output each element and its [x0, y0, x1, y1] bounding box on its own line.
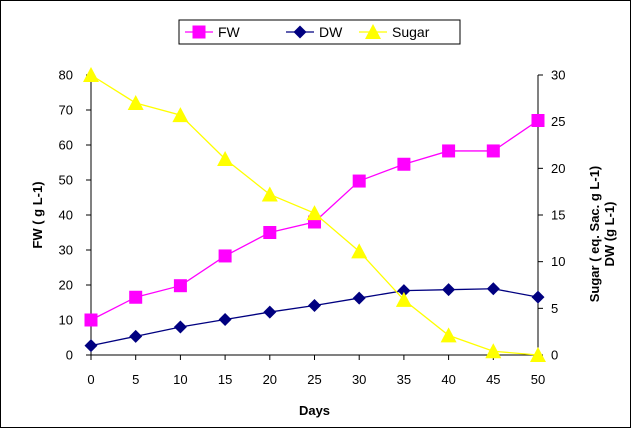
right-y-tick-label: 20 — [551, 161, 565, 176]
data-point-fw — [486, 144, 500, 158]
left-y-tick-label: 50 — [59, 173, 73, 188]
left-y-tick-label: 70 — [59, 103, 73, 118]
data-point-fw — [263, 226, 277, 239]
data-point-fw — [129, 290, 143, 304]
right-y-tick-label: 10 — [551, 254, 565, 269]
legend-box — [178, 19, 461, 45]
left-y-tick-label: 0 — [66, 348, 73, 363]
right-y-tick-label: 25 — [551, 114, 565, 129]
right-y-tick-label: 0 — [551, 348, 558, 363]
data-point-dw — [263, 305, 277, 319]
x-tick-label: 40 — [441, 372, 455, 387]
data-point-sugar — [83, 67, 99, 82]
x-tick-label: 45 — [486, 372, 500, 387]
x-tick-label: 10 — [173, 372, 187, 387]
x-tick-label: 0 — [87, 372, 94, 387]
x-tick-label: 20 — [263, 372, 277, 387]
data-point-fw — [84, 313, 98, 327]
right-y-tick-label: 30 — [551, 68, 565, 83]
data-point-dw — [218, 313, 232, 327]
data-point-fw — [218, 249, 232, 263]
legend-label-dw: DW — [319, 24, 343, 40]
x-axis-title: Days — [299, 403, 330, 418]
right-y-axis-title-sugar: Sugar ( eq. Sac. g L-1) — [587, 166, 602, 303]
left-y-tick-label: 60 — [59, 138, 73, 153]
x-tick-label: 25 — [307, 372, 321, 387]
data-point-fw — [352, 174, 366, 188]
data-point-sugar — [530, 347, 546, 362]
data-point-dw — [486, 282, 500, 296]
x-tick-label: 50 — [531, 372, 545, 387]
data-point-fw — [397, 157, 411, 171]
right-y-tick-label: 5 — [551, 301, 558, 316]
series-line-dw — [90, 288, 539, 347]
data-point-sugar — [395, 291, 412, 307]
data-point-dw — [308, 299, 321, 313]
x-tick-label: 35 — [397, 372, 411, 387]
data-point-dw — [129, 329, 143, 343]
data-point-sugar — [306, 205, 323, 221]
right-y-tick-label: 15 — [551, 208, 565, 223]
data-point-sugar — [485, 343, 502, 359]
left-y-tick-label: 80 — [59, 68, 73, 83]
left-y-tick-label: 40 — [59, 208, 73, 223]
legend-label-sugar: Sugar — [392, 24, 430, 40]
data-point-fw — [531, 114, 545, 127]
data-point-dw — [173, 320, 187, 334]
left-y-tick-label: 20 — [59, 278, 73, 293]
data-point-fw — [442, 144, 456, 158]
data-point-dw — [352, 291, 366, 305]
series-layer — [83, 67, 546, 362]
data-point-dw — [531, 290, 545, 304]
data-point-sugar — [440, 327, 457, 343]
legend-marker-dw — [293, 25, 307, 39]
data-point-sugar — [217, 151, 234, 166]
data-point-fw — [173, 279, 187, 293]
x-tick-label: 5 — [132, 372, 139, 387]
x-tick-label: 30 — [352, 372, 366, 387]
data-point-dw — [397, 284, 411, 298]
legend-marker-sugar — [365, 24, 381, 39]
legend-label-fw: FW — [218, 24, 241, 40]
data-point-sugar — [351, 243, 368, 259]
right-y-axis-title-dw: DW (g L-1) — [602, 202, 617, 267]
left-y-tick-label: 10 — [59, 313, 73, 328]
data-point-sugar — [172, 107, 189, 123]
legend: FW DW Sugar — [178, 19, 461, 45]
x-tick-label: 15 — [218, 372, 232, 387]
left-y-axis-title: FW ( g L-1) — [30, 181, 45, 248]
data-point-sugar — [261, 186, 278, 202]
data-point-dw — [442, 283, 456, 297]
data-point-dw — [84, 339, 98, 353]
left-y-tick-label: 30 — [59, 243, 73, 258]
data-point-sugar — [127, 95, 144, 110]
legend-marker-fw — [192, 25, 206, 39]
